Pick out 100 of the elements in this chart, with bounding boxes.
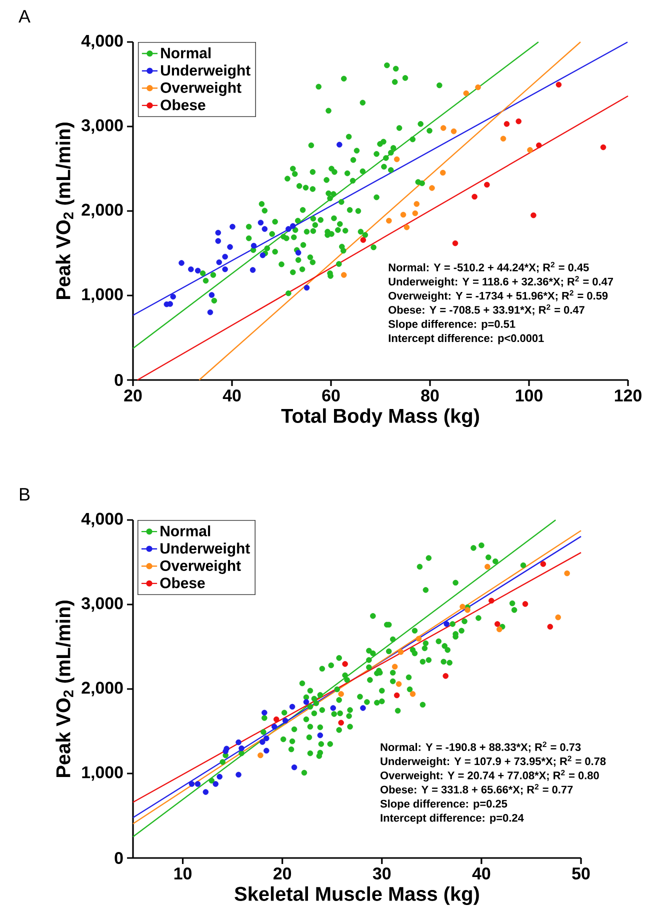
y-tick-label: 2,000 — [82, 204, 123, 218]
point — [400, 212, 406, 218]
y-tick-label: 3,000 — [82, 119, 123, 134]
point — [360, 705, 366, 711]
x-tick-label: 20 — [274, 867, 292, 880]
point — [414, 201, 420, 207]
y-tick-label: 1,000 — [82, 288, 123, 303]
point — [340, 272, 347, 278]
point — [227, 244, 233, 250]
legend-label: Overweight — [160, 82, 242, 96]
point — [488, 598, 494, 604]
y-tick-label: 0 — [114, 852, 123, 864]
point — [556, 82, 562, 88]
annotation: Intercept difference: p=0.24 — [380, 814, 524, 824]
point — [484, 564, 490, 570]
point — [215, 230, 222, 236]
point — [504, 121, 510, 127]
point — [222, 266, 228, 272]
point — [208, 292, 215, 298]
annotation: Intercept difference: p<0.0001 — [388, 334, 544, 344]
point — [264, 735, 270, 742]
point — [429, 185, 435, 191]
point — [410, 691, 416, 697]
point — [178, 260, 184, 266]
point — [212, 781, 219, 787]
point — [450, 128, 457, 134]
point — [555, 614, 561, 620]
y-tick-label: 3,000 — [82, 597, 123, 612]
y-tick-label: 4,000 — [81, 34, 123, 50]
point — [460, 604, 466, 610]
point — [215, 238, 222, 244]
point — [440, 170, 446, 176]
annotation: Slope difference: p=0.51 — [388, 320, 516, 330]
chart-title: A — [18, 10, 30, 22]
point — [330, 705, 336, 711]
point — [282, 718, 288, 724]
point — [527, 147, 533, 153]
annotation: Normal: Y = -510.2 + 44.24*X; R$^{2}$ = 0.45 — [388, 262, 589, 273]
point — [475, 84, 481, 90]
x-tick-label: 10 — [174, 867, 192, 880]
legend-label: Obese — [160, 577, 205, 588]
point — [464, 607, 470, 613]
point — [290, 223, 296, 229]
y-axis-title: Peak VO$_{2}$ (mL/min) — [56, 600, 74, 778]
point — [600, 144, 606, 150]
point — [250, 267, 256, 273]
point — [317, 732, 324, 738]
point — [530, 212, 536, 218]
point — [250, 242, 257, 249]
x-tick-label: 100 — [516, 389, 542, 402]
point — [236, 772, 242, 778]
legend-label: Underweight — [160, 542, 250, 557]
legend-label: Obese — [160, 99, 206, 110]
point — [264, 748, 270, 754]
x-axis-title: Total Body Mass (kg) — [281, 408, 479, 427]
point — [260, 252, 266, 258]
point — [262, 226, 268, 232]
point — [258, 752, 264, 758]
point — [289, 704, 296, 710]
y-axis-title: Peak VO$_{2}$ (mL/min) — [56, 122, 74, 300]
point — [416, 636, 422, 642]
y-tick-label: 2,000 — [82, 682, 123, 696]
point — [286, 226, 292, 232]
legend-label: Underweight — [161, 64, 250, 79]
point — [496, 626, 502, 632]
point — [484, 182, 490, 188]
point — [440, 125, 446, 131]
point — [303, 699, 310, 705]
point — [444, 621, 450, 627]
point — [516, 118, 522, 124]
x-tick-label: 30 — [372, 867, 391, 880]
point — [396, 681, 402, 687]
point — [194, 781, 201, 787]
point — [273, 716, 280, 722]
point — [360, 237, 366, 243]
x-tick-label: 60 — [322, 389, 340, 402]
point — [442, 673, 448, 679]
point — [494, 621, 500, 627]
point — [463, 90, 470, 96]
annotation: Underweight: Y = 107.9 + 73.95*X; R$^{2}$ = 0.78 — [380, 756, 606, 768]
point — [342, 661, 348, 667]
point — [271, 724, 278, 730]
point — [295, 250, 302, 256]
point — [386, 218, 392, 224]
point — [404, 224, 410, 230]
point — [262, 710, 268, 716]
point — [258, 220, 264, 226]
point — [536, 142, 542, 148]
x-tick-label: 40 — [472, 867, 490, 880]
y-tick-label: 1,000 — [82, 766, 123, 781]
point — [338, 720, 344, 726]
point — [452, 240, 458, 246]
point — [230, 224, 236, 230]
x-tick-label: 50 — [572, 867, 590, 880]
x-tick-label: 40 — [222, 389, 241, 402]
point — [394, 692, 400, 698]
annotation: Overweight: Y = -1734 + 51.96*X; R$^{2}$ = 0.59 — [388, 290, 608, 302]
point — [216, 774, 223, 780]
point — [188, 266, 194, 272]
annotation: Underweight: Y = 118.6 + 32.36*X; R$^{2}$ = 0.47 — [388, 276, 613, 288]
